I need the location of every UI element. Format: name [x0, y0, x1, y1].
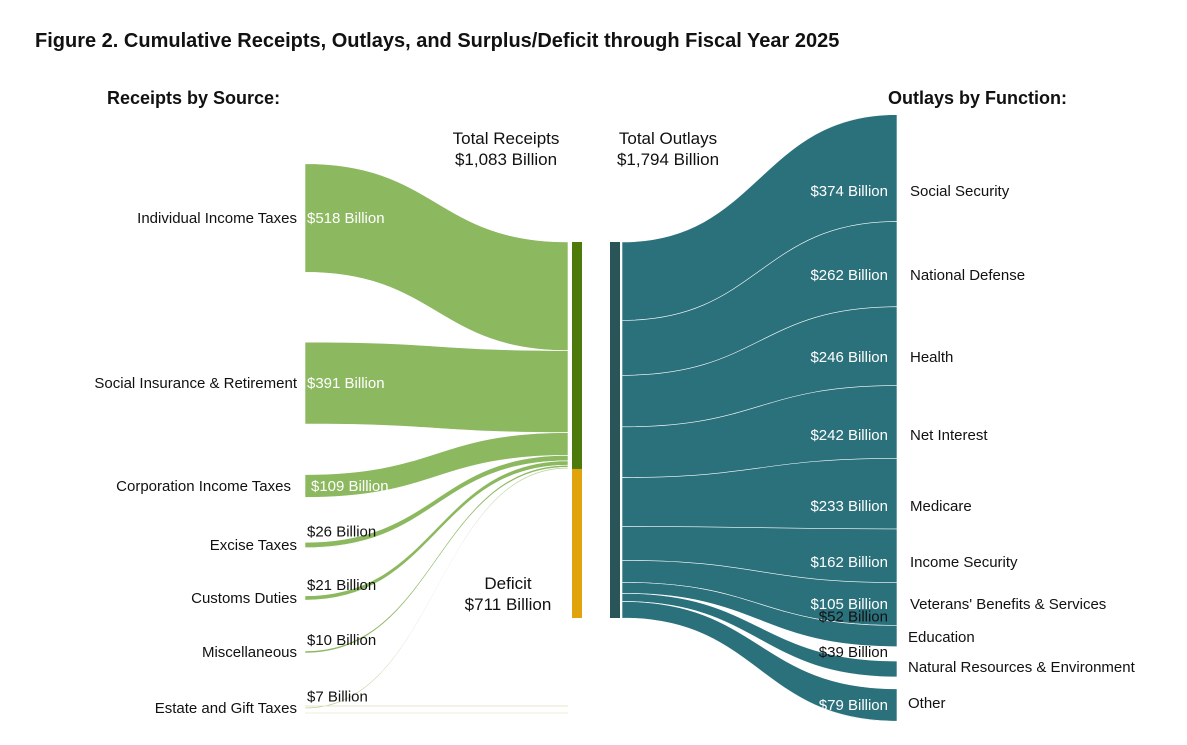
receipt-label-corporation-income-taxes: Corporation Income Taxes: [116, 478, 291, 495]
receipt-label-customs-duties: Customs Duties: [191, 590, 297, 607]
receipt-value-social-insurance-retirement: $391 Billion: [307, 375, 385, 392]
outlay-flow-education: [621, 582, 898, 647]
outlay-flow-natural-resources-environment: [621, 592, 898, 678]
outlay-value-other: $79 Billion: [819, 697, 888, 714]
receipt-value-customs-duties: $21 Billion: [307, 577, 376, 594]
outlay-label-other: Other: [908, 695, 946, 712]
receipt-value-corporation-income-taxes: $109 Billion: [311, 478, 389, 495]
outlay-label-veterans-benefits-services: Veterans' Benefits & Services: [910, 596, 1106, 613]
outlay-label-social-security: Social Security: [910, 183, 1010, 200]
outlay-value-net-interest: $242 Billion: [810, 427, 888, 444]
receipt-label-estate-and-gift-taxes: Estate and Gift Taxes: [155, 700, 297, 717]
total-outlays-title: Total Outlays: [618, 129, 718, 148]
total-outlays-label: Total Outlays $1,794 Billion: [598, 128, 738, 170]
outlays-heading: Outlays by Function:: [888, 88, 1068, 108]
deficit-label: Deficit $711 Billion: [438, 573, 578, 615]
receipts-heading: Receipts by Source:: [107, 88, 281, 108]
total-receipts-value: $1,083 Billion: [454, 150, 558, 169]
outlay-value-health: $246 Billion: [810, 349, 888, 366]
outlay-label-natural-resources-environment: Natural Resources & Environment: [908, 659, 1136, 676]
outlays-total-bar: [610, 242, 620, 618]
receipt-label-individual-income-taxes: Individual Income Taxes: [137, 210, 297, 227]
receipt-label-miscellaneous: Miscellaneous: [202, 644, 297, 661]
total-receipts-title: Total Receipts: [452, 129, 560, 148]
receipt-flow-estate-and-gift-taxes: [304, 467, 569, 710]
outlay-value-natural-resources-environment: $39 Billion: [819, 644, 888, 661]
outlay-label-health: Health: [910, 349, 953, 366]
outlay-label-education: Education: [908, 629, 975, 646]
deficit-bar: [572, 468, 582, 618]
receipt-flow-individual-income-taxes: [304, 163, 569, 351]
receipts-total-bar: [572, 242, 582, 469]
receipt-value-estate-and-gift-taxes: $7 Billion: [307, 688, 368, 705]
receipt-label-excise-taxes: Excise Taxes: [210, 537, 297, 554]
outlay-label-net-interest: Net Interest: [910, 427, 988, 444]
outlay-value-education: $52 Billion: [819, 608, 888, 625]
total-outlays-value: $1,794 Billion: [616, 150, 720, 169]
total-receipts-label: Total Receipts $1,083 Billion: [436, 128, 576, 170]
outlay-value-national-defense: $262 Billion: [810, 267, 888, 284]
receipt-value-miscellaneous: $10 Billion: [307, 632, 376, 649]
chart-title: Figure 2. Cumulative Receipts, Outlays, …: [35, 30, 840, 52]
receipt-label-social-insurance-retirement: Social Insurance & Retirement: [94, 375, 297, 392]
outlay-label-income-security: Income Security: [910, 554, 1018, 571]
outlay-value-social-security: $374 Billion: [810, 183, 888, 200]
outlay-flow-other: [621, 601, 898, 722]
outlay-label-medicare: Medicare: [910, 498, 972, 515]
outlay-value-income-security: $162 Billion: [810, 554, 888, 571]
outlay-value-veterans-benefits-services: $105 Billion: [810, 596, 888, 613]
outlay-value-medicare: $233 Billion: [810, 498, 888, 515]
receipt-value-individual-income-taxes: $518 Billion: [307, 210, 385, 227]
outlay-label-national-defense: National Defense: [910, 267, 1025, 284]
deficit-value: $711 Billion: [464, 595, 552, 614]
receipt-value-excise-taxes: $26 Billion: [307, 523, 376, 540]
deficit-title: Deficit: [484, 574, 532, 593]
